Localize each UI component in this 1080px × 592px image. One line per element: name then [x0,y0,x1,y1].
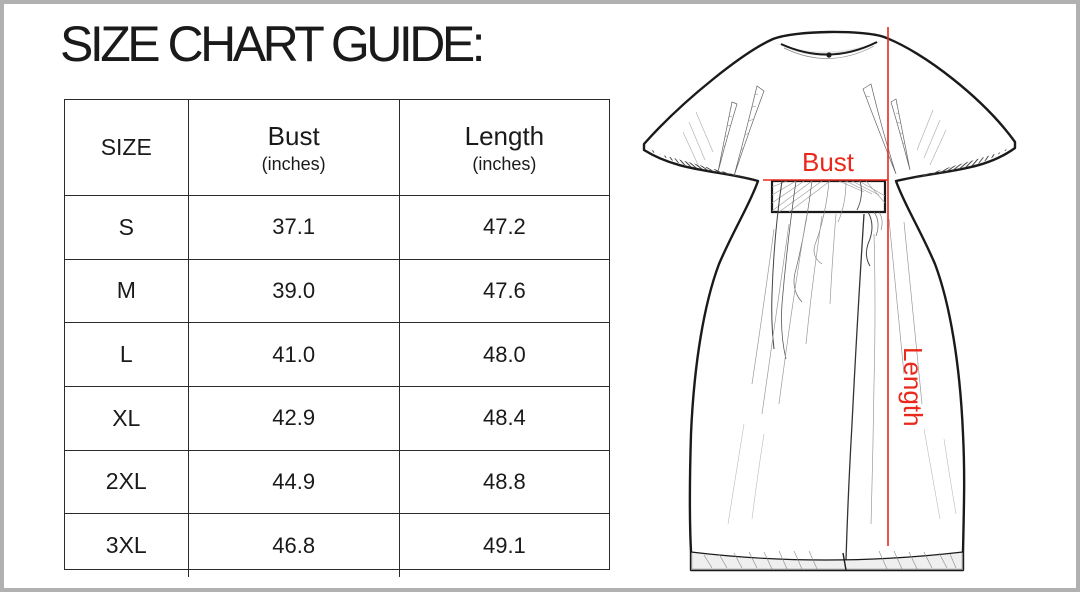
svg-text:Bust: Bust [802,147,855,177]
svg-text:Length: Length [898,347,928,427]
